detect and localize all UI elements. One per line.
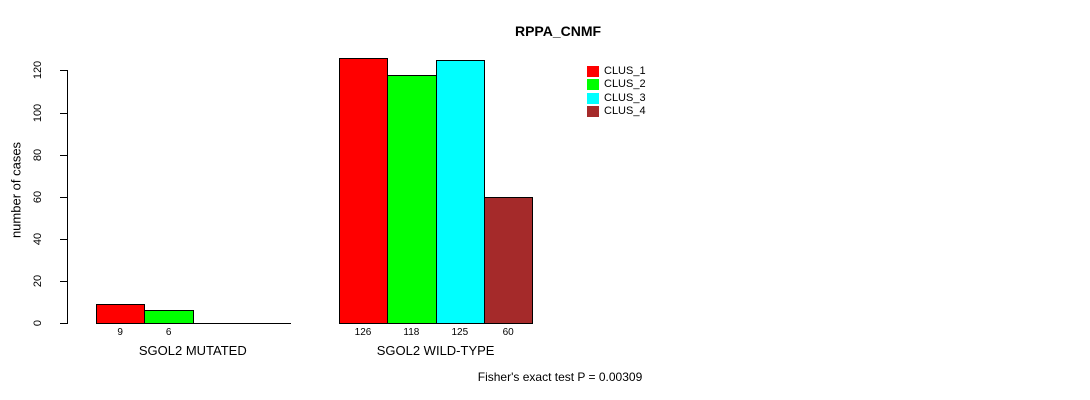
legend-item-label: CLUS_3 xyxy=(604,91,646,104)
bar-clus_1-2 xyxy=(338,57,389,324)
bar-clus_1-1 xyxy=(96,304,146,324)
bar-zero-clus_3-1 xyxy=(192,323,243,324)
bar-value-label: 125 xyxy=(451,327,469,338)
y-axis-line xyxy=(67,70,68,324)
legend-item-label: CLUS_4 xyxy=(604,104,646,117)
y-axis-tick xyxy=(60,280,67,282)
y-axis-tick xyxy=(60,70,67,72)
legend-item-label: CLUS_1 xyxy=(604,65,646,77)
y-axis-tick-label: 0 xyxy=(32,319,44,327)
y-axis-tick-label: 120 xyxy=(32,61,44,80)
y-axis-tick xyxy=(60,196,67,198)
bar-clus_2-2 xyxy=(387,74,437,324)
bar-clus_3-2 xyxy=(435,59,485,324)
y-axis-tick-label: 40 xyxy=(32,232,44,245)
y-axis-tick-label: 20 xyxy=(32,274,44,288)
legend-swatch-icon xyxy=(587,66,599,77)
category-label: SGOL2 WILD-TYPE xyxy=(376,343,495,358)
y-axis-tick-label: 60 xyxy=(32,190,44,203)
legend-item: CLUS_1 xyxy=(587,66,646,77)
chart-title: RPPA_CNMF xyxy=(514,23,602,39)
y-axis-tick-label: 80 xyxy=(32,148,44,161)
legend-swatch-icon xyxy=(587,92,599,104)
bar-value-label: 9 xyxy=(117,327,123,338)
bar-value-label: 126 xyxy=(354,327,372,338)
legend-swatch-icon xyxy=(587,105,599,117)
y-axis-tick xyxy=(60,323,67,324)
y-axis-tick xyxy=(60,154,67,156)
bar-clus_2-1 xyxy=(144,310,194,324)
legend-item: CLUS_3 xyxy=(587,91,646,104)
bar-value-label: 6 xyxy=(165,327,172,338)
y-axis-tick-label: 100 xyxy=(32,103,44,122)
y-axis-label: number of cases xyxy=(8,141,24,239)
legend-item: CLUS_4 xyxy=(587,104,646,117)
legend: CLUS_1 CLUS_2 CLUS_3 CLUS_4 xyxy=(587,66,646,119)
bar-zero-clus_4-1 xyxy=(241,323,291,324)
legend-swatch-icon xyxy=(587,79,599,91)
category-label: SGOL2 MUTATED xyxy=(138,343,247,358)
bar-value-label: 60 xyxy=(502,327,514,338)
bar-clus_4-2 xyxy=(484,196,534,324)
legend-item: CLUS_2 xyxy=(587,78,646,91)
y-axis-tick xyxy=(60,238,67,240)
legend-item-label: CLUS_2 xyxy=(604,78,646,91)
fisher-test-annotation: Fisher's exact test P = 0.00309 xyxy=(477,370,643,384)
y-axis-tick xyxy=(60,112,67,114)
bar-value-label: 118 xyxy=(403,327,420,338)
